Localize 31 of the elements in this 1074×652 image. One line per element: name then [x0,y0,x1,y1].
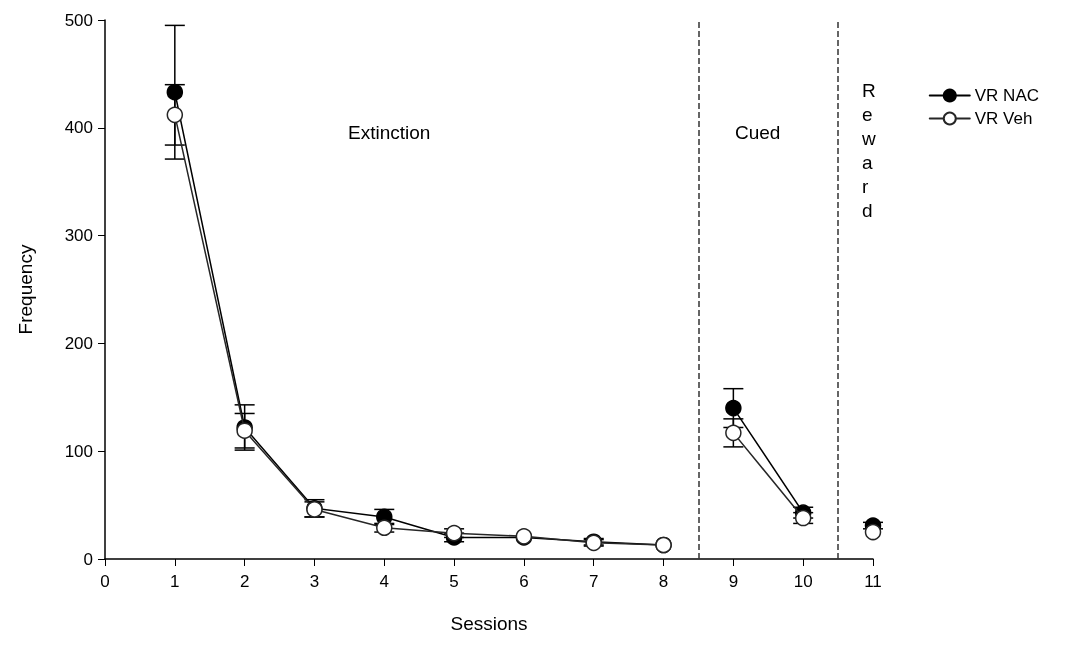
point [166,83,184,101]
x-tick-label: 8 [658,572,669,591]
point [445,524,463,542]
x-tick-label: 1 [170,572,180,591]
annotation: Extinction [348,121,431,143]
legend-label: VR NAC [974,86,1039,105]
x-tick-label: 2 [239,572,250,591]
legend-label: VR Veh [974,109,1033,128]
annotation: Cued [735,121,781,143]
y-tick-label: 400 [64,118,93,138]
point [725,399,742,417]
x-tick-label: 5 [449,572,459,591]
y-tick-label: 200 [64,333,93,353]
y-tick-label: 300 [64,226,93,246]
y-axis-title: Frequency [15,244,36,335]
x-tick-label: 0 [100,572,110,591]
x-tick-label: 11 [864,572,882,591]
x-axis-title: Sessions [450,613,528,634]
point [166,106,184,124]
y-tick-label: 500 [64,10,93,30]
y-tick-label: 100 [64,441,93,461]
x-tick-label: 7 [588,572,599,591]
point [864,523,882,541]
point [725,424,742,442]
x-tick-label: 9 [728,572,739,591]
x-tick-label: 6 [519,572,529,591]
y-tick-label: 0 [83,549,93,569]
x-tick-label: 3 [309,572,320,591]
x-tick-label: 10 [793,572,813,591]
x-tick-label: 4 [379,572,390,591]
annotation: Reward [861,79,876,221]
